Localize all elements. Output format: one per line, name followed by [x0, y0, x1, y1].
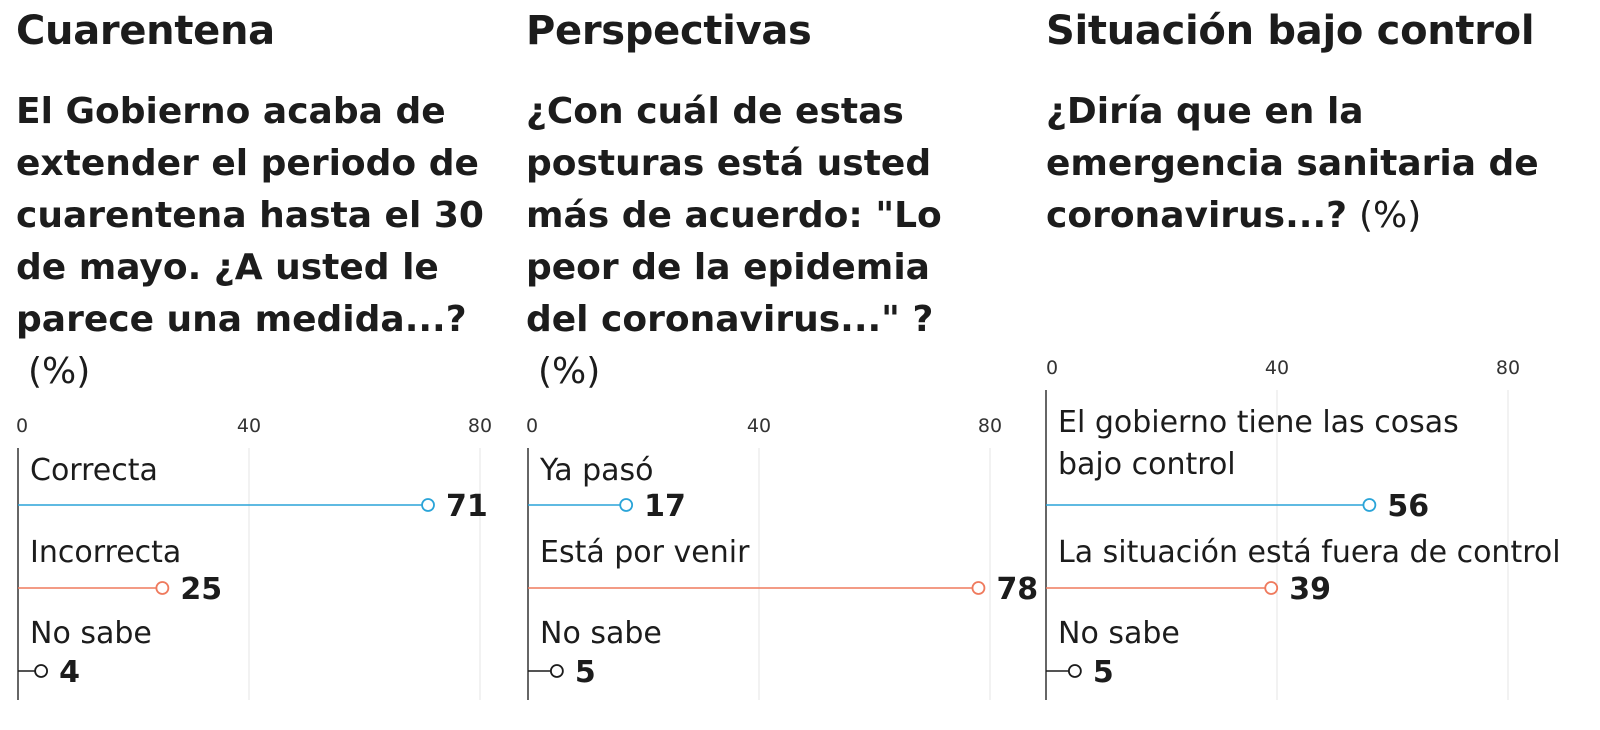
- value-label: 5: [575, 655, 596, 690]
- x-tick-label: 40: [747, 415, 771, 437]
- category-label: Ya pasó: [539, 453, 654, 488]
- x-tick-label: 0: [16, 415, 28, 437]
- value-label: 4: [59, 655, 80, 690]
- category-label: No sabe: [540, 616, 662, 651]
- panel-question: El Gobierno acaba de extender el periodo…: [16, 86, 496, 398]
- panel-question: ¿Diría que en la emergencia sanitaria de…: [1046, 86, 1546, 242]
- value-label: 5: [1093, 655, 1114, 690]
- x-tick-label: 40: [1265, 357, 1289, 379]
- category-label: Incorrecta: [30, 535, 181, 570]
- x-tick-label: 40: [237, 415, 261, 437]
- x-tick-label: 80: [468, 415, 492, 437]
- data-point: [421, 498, 435, 512]
- panel-title: Situación bajo control: [1046, 8, 1535, 54]
- chart-panel-cuarentena: Cuarentena El Gobierno acaba de extender…: [16, 0, 506, 730]
- data-point: [971, 581, 986, 595]
- category-label: bajo control: [1058, 447, 1236, 482]
- value-label: 71: [446, 489, 488, 524]
- panel-title: Perspectivas: [526, 8, 812, 54]
- x-tick-label: 0: [1046, 357, 1058, 379]
- x-tick-label: 80: [1496, 357, 1520, 379]
- x-tick-label: 0: [526, 415, 538, 437]
- question-text: El Gobierno acaba de extender el periodo…: [16, 91, 484, 340]
- category-label: Correcta: [30, 453, 158, 488]
- value-label: 56: [1387, 489, 1429, 524]
- value-label: 39: [1289, 572, 1331, 607]
- chart-panel-perspectivas: Perspectivas ¿Con cuál de estas posturas…: [526, 0, 1038, 730]
- data-point: [1264, 581, 1279, 595]
- data-point: [549, 664, 564, 678]
- x-tick-label: 80: [978, 415, 1002, 437]
- question-unit: (%): [28, 351, 91, 392]
- question-text: ¿Diría que en la emergencia sanitaria de…: [1046, 91, 1539, 236]
- data-point: [155, 581, 170, 595]
- question-text: ¿Con cuál de estas posturas está usted m…: [526, 91, 942, 340]
- data-point: [1362, 498, 1377, 512]
- question-unit: (%): [1359, 195, 1422, 236]
- category-label: La situación está fuera de control: [1058, 535, 1561, 570]
- category-label: Está por venir: [540, 535, 750, 570]
- dot-bar-chart: 0 40 80 El gobierno tiene las cosas bajo con…: [1045, 357, 1561, 700]
- value-label: 78: [996, 572, 1038, 607]
- value-label: 25: [180, 572, 222, 607]
- panel-question: ¿Con cuál de estas posturas está usted m…: [526, 86, 966, 398]
- data-point: [619, 498, 634, 512]
- category-label: No sabe: [1058, 616, 1180, 651]
- value-label: 17: [644, 489, 686, 524]
- panel-title: Cuarentena: [16, 8, 275, 54]
- data-point: [34, 664, 49, 678]
- chart-panel-situacion: Situación bajo control ¿Diría que en la …: [1045, 0, 1596, 730]
- category-label: El gobierno tiene las cosas: [1058, 405, 1459, 440]
- data-point: [1067, 664, 1082, 678]
- question-unit: (%): [538, 351, 601, 392]
- category-label: No sabe: [30, 616, 152, 651]
